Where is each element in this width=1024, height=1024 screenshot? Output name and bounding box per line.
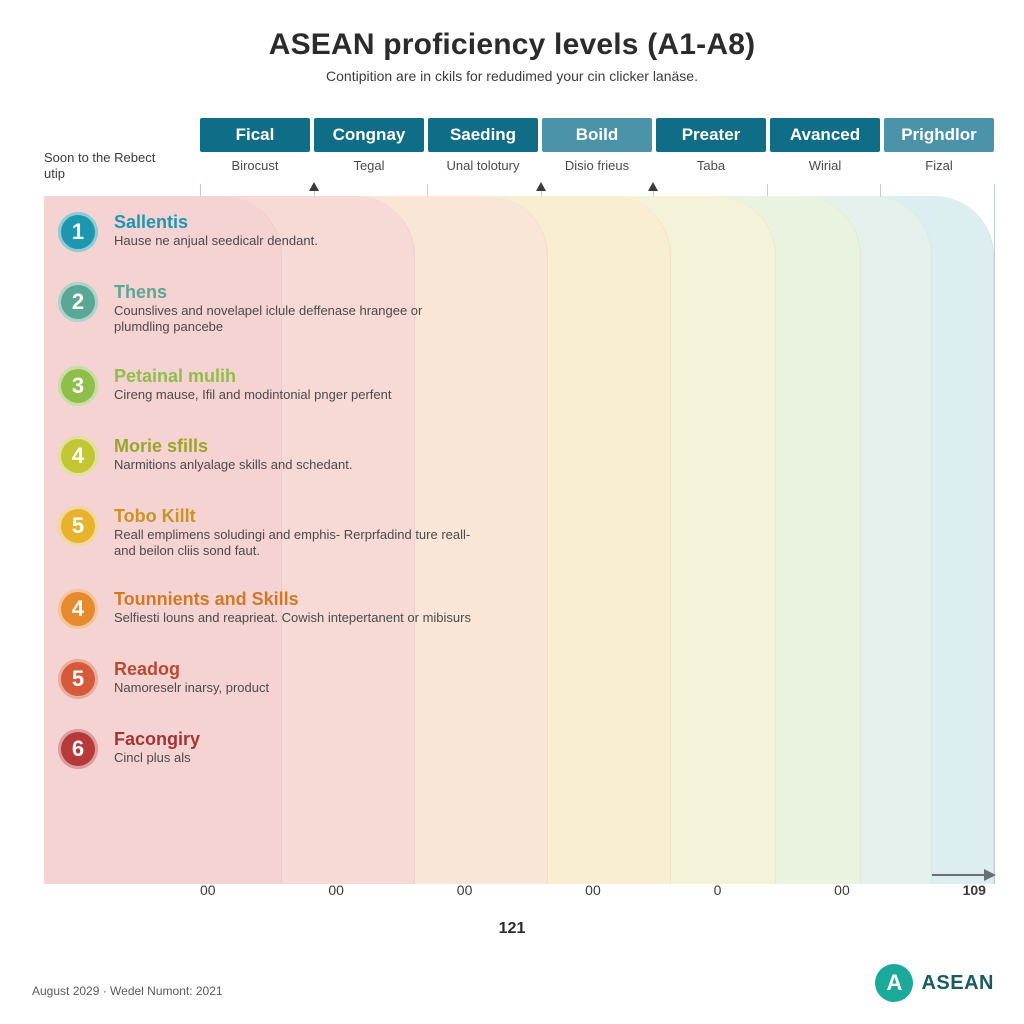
level-desc: Hause ne anjual seedicalr dendant. <box>114 233 318 249</box>
level-badge: 5 <box>58 506 98 546</box>
level-row: 3 Petainal mulihCireng mause, Ifil and mo… <box>44 360 994 430</box>
axis-tick: 00 <box>328 882 344 902</box>
level-badge: 5 <box>58 659 98 699</box>
title-block: ASEAN proficiency levels (A1-A8) Contipi… <box>0 0 1024 84</box>
level-badge: 3 <box>58 366 98 406</box>
column-sublabels: BirocustTegalUnal toloturyDisio frieusTa… <box>200 158 994 182</box>
level-row: 2 ThensCounslives and novelapel iclule de… <box>44 276 994 360</box>
level-row: 4 Tounnients and SkillsSelfiesti louns an… <box>44 583 994 653</box>
arrow-up-icon <box>309 182 319 191</box>
axis-tick: 00 <box>200 882 216 902</box>
column-header: Avanced <box>770 118 880 152</box>
axis-tick: 0 <box>714 882 722 902</box>
level-row: 5 Tobo KilltReall emplimens soludingi and… <box>44 500 994 584</box>
logo-mark: A <box>875 964 913 1002</box>
axis-tick: 00 <box>457 882 473 902</box>
x-axis-ticks: 00000000000109 <box>200 882 986 902</box>
page-subtitle: Contipition are in ckils for redudimed y… <box>0 68 1024 84</box>
level-desc: Narmitions anlyalage skills and schedant… <box>114 457 352 473</box>
level-title: Readog <box>114 659 269 680</box>
levels-list: 1 SallentisHause ne anjual seedicalr dend… <box>44 206 994 793</box>
column-sublabel: Tegal <box>314 158 424 182</box>
level-title: Tobo Killt <box>114 506 474 527</box>
level-desc: Selfiesti louns and reaprieat. Cowish in… <box>114 610 471 626</box>
level-title: Morie sfills <box>114 436 352 457</box>
column-sublabel: Unal tolotury <box>428 158 538 182</box>
level-row: 1 SallentisHause ne anjual seedicalr dend… <box>44 206 994 276</box>
column-sublabel: Birocust <box>200 158 310 182</box>
level-row: 4 Morie sfillsNarmitions anlyalage skills… <box>44 430 994 500</box>
level-text: FacongiryCincl plus als <box>114 729 200 766</box>
level-text: ReadogNamoreselr inarsy, product <box>114 659 269 696</box>
level-badge: 1 <box>58 212 98 252</box>
level-text: ThensCounslives and novelapel iclule def… <box>114 282 474 336</box>
level-row: 6 FacongiryCincl plus als <box>44 723 994 793</box>
level-title: Thens <box>114 282 474 303</box>
level-title: Tounnients and Skills <box>114 589 471 610</box>
page: ASEAN proficiency levels (A1-A8) Contipi… <box>0 0 1024 1024</box>
arrow-up-icon <box>648 182 658 191</box>
page-title: ASEAN proficiency levels (A1-A8) <box>0 28 1024 62</box>
grid-line <box>994 184 995 884</box>
level-badge: 2 <box>58 282 98 322</box>
level-row: 5 ReadogNamoreselr inarsy, product <box>44 653 994 723</box>
column-header: Preater <box>656 118 766 152</box>
brand-logo: A ASEAN <box>875 964 994 1002</box>
level-text: Tounnients and SkillsSelfiesti louns and… <box>114 589 471 626</box>
logo-text: ASEAN <box>921 972 994 995</box>
axis-tick: 00 <box>585 882 601 902</box>
level-title: Facongiry <box>114 729 200 750</box>
level-text: Morie sfillsNarmitions anlyalage skills … <box>114 436 352 473</box>
level-text: Tobo KilltReall emplimens soludingi and … <box>114 506 474 560</box>
column-header: Fical <box>200 118 310 152</box>
axis-tick: 00 <box>834 882 850 902</box>
column-headers: FicalCongnaySaedingBoildPreaterAvancedPr… <box>200 118 994 152</box>
column-sublabel: Wirial <box>770 158 880 182</box>
chart-area: 1 SallentisHause ne anjual seedicalr dend… <box>44 196 994 884</box>
level-title: Sallentis <box>114 212 318 233</box>
footer-date: August 2029 · Wedel Numont: 2021 <box>32 984 223 998</box>
column-header: Congnay <box>314 118 424 152</box>
level-badge: 4 <box>58 589 98 629</box>
column-sublabel: Taba <box>656 158 766 182</box>
level-text: Petainal mulihCireng mause, Ifil and mod… <box>114 366 392 403</box>
column-header: Saeding <box>428 118 538 152</box>
column-sublabel: Fizal <box>884 158 994 182</box>
center-number: 121 <box>0 920 1024 938</box>
level-desc: Namoreselr inarsy, product <box>114 680 269 696</box>
left-note: Soon to the Rebect utip <box>44 150 164 183</box>
column-header: Prighdlor <box>884 118 994 152</box>
arrow-up-icon <box>536 182 546 191</box>
level-badge: 4 <box>58 436 98 476</box>
level-desc: Reall emplimens soludingi and emphis- Re… <box>114 527 474 560</box>
level-title: Petainal mulih <box>114 366 392 387</box>
level-text: SallentisHause ne anjual seedicalr denda… <box>114 212 318 249</box>
level-badge: 6 <box>58 729 98 769</box>
level-desc: Cincl plus als <box>114 750 200 766</box>
level-desc: Cireng mause, Ifil and modintonial pnger… <box>114 387 392 403</box>
axis-tick: 109 <box>963 882 986 902</box>
column-sublabel: Disio frieus <box>542 158 652 182</box>
level-desc: Counslives and novelapel iclule deffenas… <box>114 303 474 336</box>
column-header: Boild <box>542 118 652 152</box>
